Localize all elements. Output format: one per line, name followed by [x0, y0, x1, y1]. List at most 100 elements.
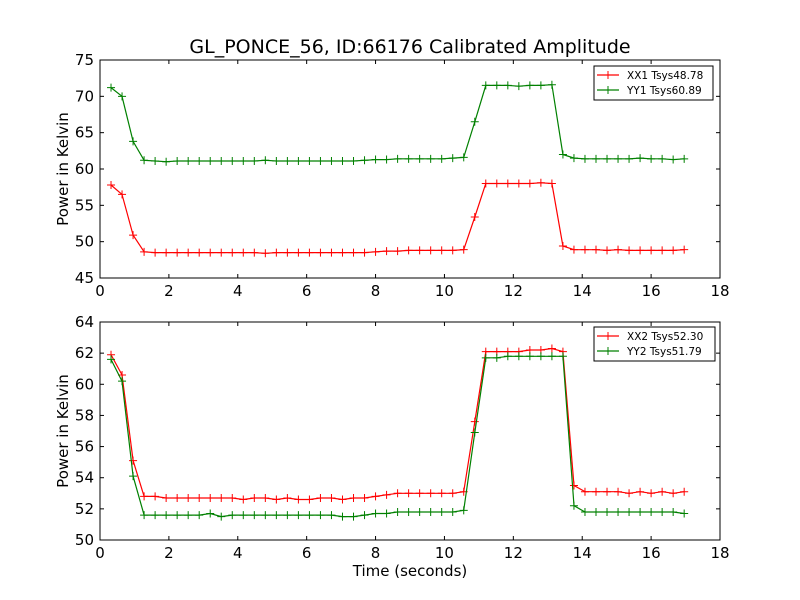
- data-point: [382, 155, 391, 164]
- data-point: [658, 246, 667, 255]
- data-point: [250, 511, 259, 520]
- data-point: [250, 157, 259, 166]
- data-point: [448, 507, 457, 516]
- data-point: [459, 506, 468, 515]
- y-tick-label: 65: [75, 124, 94, 142]
- x-axis-label: Time (seconds): [352, 562, 468, 580]
- series-2: [107, 80, 689, 166]
- data-point: [437, 154, 446, 163]
- data-point: [283, 248, 292, 257]
- data-point: [393, 489, 402, 498]
- data-point: [547, 352, 556, 361]
- data-point: [636, 154, 645, 163]
- data-point: [217, 157, 226, 166]
- data-point: [404, 507, 413, 516]
- data-point: [426, 154, 435, 163]
- data-point: [569, 481, 578, 490]
- y-tick-label: 50: [75, 531, 94, 549]
- data-point: [239, 511, 248, 520]
- data-point: [415, 246, 424, 255]
- data-point: [580, 245, 589, 254]
- x-tick-label: 0: [95, 282, 105, 300]
- data-point: [448, 154, 457, 163]
- x-tick-label: 4: [233, 544, 243, 562]
- data-point: [283, 493, 292, 502]
- x-tick-label: 16: [642, 544, 661, 562]
- series-1: [107, 178, 689, 258]
- data-point: [580, 507, 589, 516]
- data-point: [107, 180, 116, 189]
- data-point: [536, 352, 545, 361]
- data-point: [129, 456, 138, 465]
- data-point: [437, 246, 446, 255]
- x-tick-label: 6: [302, 282, 312, 300]
- data-point: [382, 247, 391, 256]
- data-point: [492, 81, 501, 90]
- data-point: [239, 495, 248, 504]
- data-point: [614, 507, 623, 516]
- data-point: [250, 248, 259, 257]
- data-point: [206, 248, 215, 257]
- x-tick-label: 12: [504, 544, 523, 562]
- data-point: [580, 154, 589, 163]
- y-tick-label: 52: [75, 500, 94, 518]
- data-point: [360, 493, 369, 502]
- data-point: [228, 248, 237, 257]
- data-point: [228, 157, 237, 166]
- data-point: [162, 493, 171, 502]
- data-point: [481, 179, 490, 188]
- data-point: [327, 493, 336, 502]
- x-tick-label: 18: [710, 544, 729, 562]
- legend-box: [593, 326, 716, 362]
- data-point: [592, 507, 600, 516]
- data-point: [636, 487, 645, 496]
- data-point: [415, 489, 424, 498]
- y-tick-label: 64: [75, 313, 94, 331]
- data-point: [680, 245, 689, 254]
- legend-label: XX1 Tsys48.78: [627, 70, 703, 82]
- data-point: [305, 511, 314, 520]
- data-point: [272, 157, 281, 166]
- data-point: [525, 179, 534, 188]
- data-point: [206, 509, 215, 518]
- data-point: [647, 507, 656, 516]
- data-point: [195, 157, 204, 166]
- plot-frame: [99, 321, 721, 541]
- data-point: [118, 190, 127, 199]
- data-point: [294, 495, 303, 504]
- data-point: [492, 179, 501, 188]
- data-point: [228, 493, 237, 502]
- legend-label: XX2 Tsys52.30: [627, 331, 703, 343]
- top-panel: 0 2 4 6 8 10 12 14 16 18 45 50 55 60 65 70 75 Power in Ke…: [54, 51, 730, 300]
- series-1: [107, 344, 689, 504]
- data-point: [294, 511, 303, 520]
- data-point: [316, 511, 325, 520]
- data-point: [129, 231, 138, 240]
- data-point: [129, 472, 138, 481]
- data-point: [426, 507, 435, 516]
- bottom-panel: 0 2 4 6 8 10 12 14 16 18 50 52 54 56 58 60 62 64 Power in …: [54, 313, 730, 580]
- data-point: [558, 150, 567, 159]
- data-point: [151, 492, 160, 501]
- data-point: [184, 248, 193, 257]
- x-tick-label: 6: [302, 544, 312, 562]
- data-point: [272, 495, 281, 504]
- data-point: [206, 493, 215, 502]
- data-point: [349, 157, 358, 166]
- data-point: [184, 157, 193, 166]
- data-point: [448, 246, 457, 255]
- data-point: [636, 507, 645, 516]
- data-point: [162, 511, 171, 520]
- data-point: [283, 157, 292, 166]
- data-point: [647, 489, 656, 498]
- data-point: [470, 212, 479, 221]
- data-point: [129, 137, 138, 146]
- legend-box: [593, 65, 714, 101]
- data-point: [492, 353, 501, 362]
- data-point: [349, 512, 358, 521]
- data-point: [404, 489, 413, 498]
- data-point: [360, 248, 369, 257]
- data-point: [658, 154, 667, 163]
- data-point: [316, 248, 325, 257]
